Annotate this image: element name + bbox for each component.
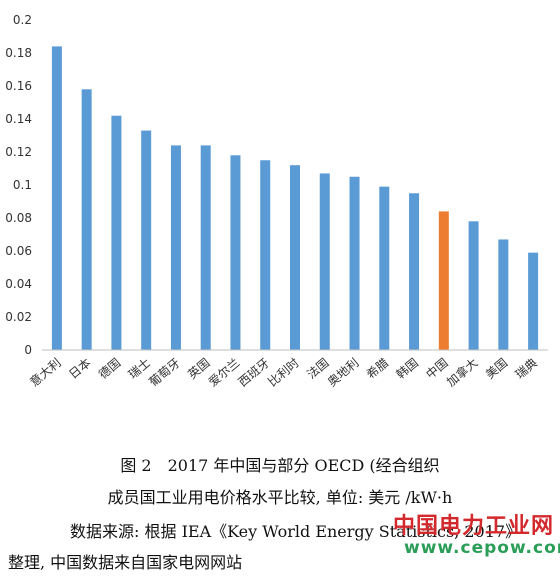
x-tick-label: 美国: [483, 356, 510, 382]
y-tick-label: 0.1: [13, 178, 32, 192]
watermark-site-url: www.cepow.com: [404, 538, 560, 558]
x-tick-label: 爱尔兰: [205, 355, 242, 390]
y-axis-ticks: 0 0.02 0.04 0.06 0.08 0.1 0.12 0.14 0.16 0.18 0.2: [5, 13, 32, 357]
x-tick-label: 奥地利: [325, 356, 362, 390]
bar-5: [170, 145, 181, 350]
y-tick-label: 0.16: [5, 79, 32, 93]
bar-11: [349, 176, 360, 350]
bar-13: [409, 193, 420, 350]
y-tick-label: 0.14: [5, 112, 32, 126]
x-tick-label: 德国: [95, 355, 123, 382]
bar-16: [498, 239, 509, 350]
bars: [51, 46, 539, 351]
bar-9: [290, 165, 300, 350]
x-tick-label: 葡萄牙: [146, 356, 183, 390]
y-tick-label: 0.04: [5, 277, 32, 291]
bar-7: [230, 155, 241, 350]
y-tick-label: 0: [24, 343, 32, 357]
x-tick-label: 西班牙: [236, 356, 273, 390]
y-tick-label: 0.2: [13, 13, 32, 27]
bar-15: [468, 221, 479, 350]
y-tick-label: 0.06: [5, 244, 32, 258]
x-tick-label: 韩国: [393, 355, 421, 382]
x-tick-label: 加拿大: [443, 355, 480, 390]
figure-caption-line-2: 成员国工业用电价格水平比较, 单位: 美元 /kW·h: [107, 488, 453, 507]
bar-6: [200, 145, 211, 350]
watermark-site-name: 中国电力工业网: [393, 514, 555, 539]
figure-source-line-2: 整理, 中国数据来自国家电网网站: [8, 553, 243, 572]
y-tick-label: 0.12: [5, 145, 32, 159]
bar-10: [319, 173, 330, 350]
bar-1: [51, 46, 62, 351]
bar-chart: 00.020.040.060.080.10.120.140.160.180.2 …: [5, 13, 548, 390]
y-tick-label: 0.08: [5, 211, 32, 225]
x-tick-label: 意大利: [27, 355, 64, 390]
figure-caption-line-1: 图 2 2017 年中国与部分 OECD (经合组织: [120, 456, 440, 475]
figure-source-line-1: 数据来源: 根据 IEA《Key World Energy Statistics…: [70, 522, 522, 541]
bar-3: [111, 115, 122, 350]
bar-4: [141, 130, 152, 350]
y-tick-label: 0.18: [5, 46, 32, 60]
bar-2: [81, 89, 92, 351]
bar-12: [379, 186, 390, 350]
x-tick-label: 希腊: [363, 355, 391, 382]
y-tick-label: 0.02: [5, 310, 32, 324]
x-tick-label: 日本: [66, 356, 93, 382]
bar-14: [438, 211, 449, 350]
bar-17: [528, 252, 539, 350]
x-axis-labels: 意大利 日本 德国 瑞士葡萄牙 英国爱尔兰西班牙比利时 法国奥地利 希腊 韩国 中国加拿大 美国瑞…: [27, 355, 540, 390]
x-tick-label: 比利时: [265, 356, 302, 390]
x-tick-label: 瑞典: [513, 356, 540, 382]
bar-8: [260, 160, 271, 350]
